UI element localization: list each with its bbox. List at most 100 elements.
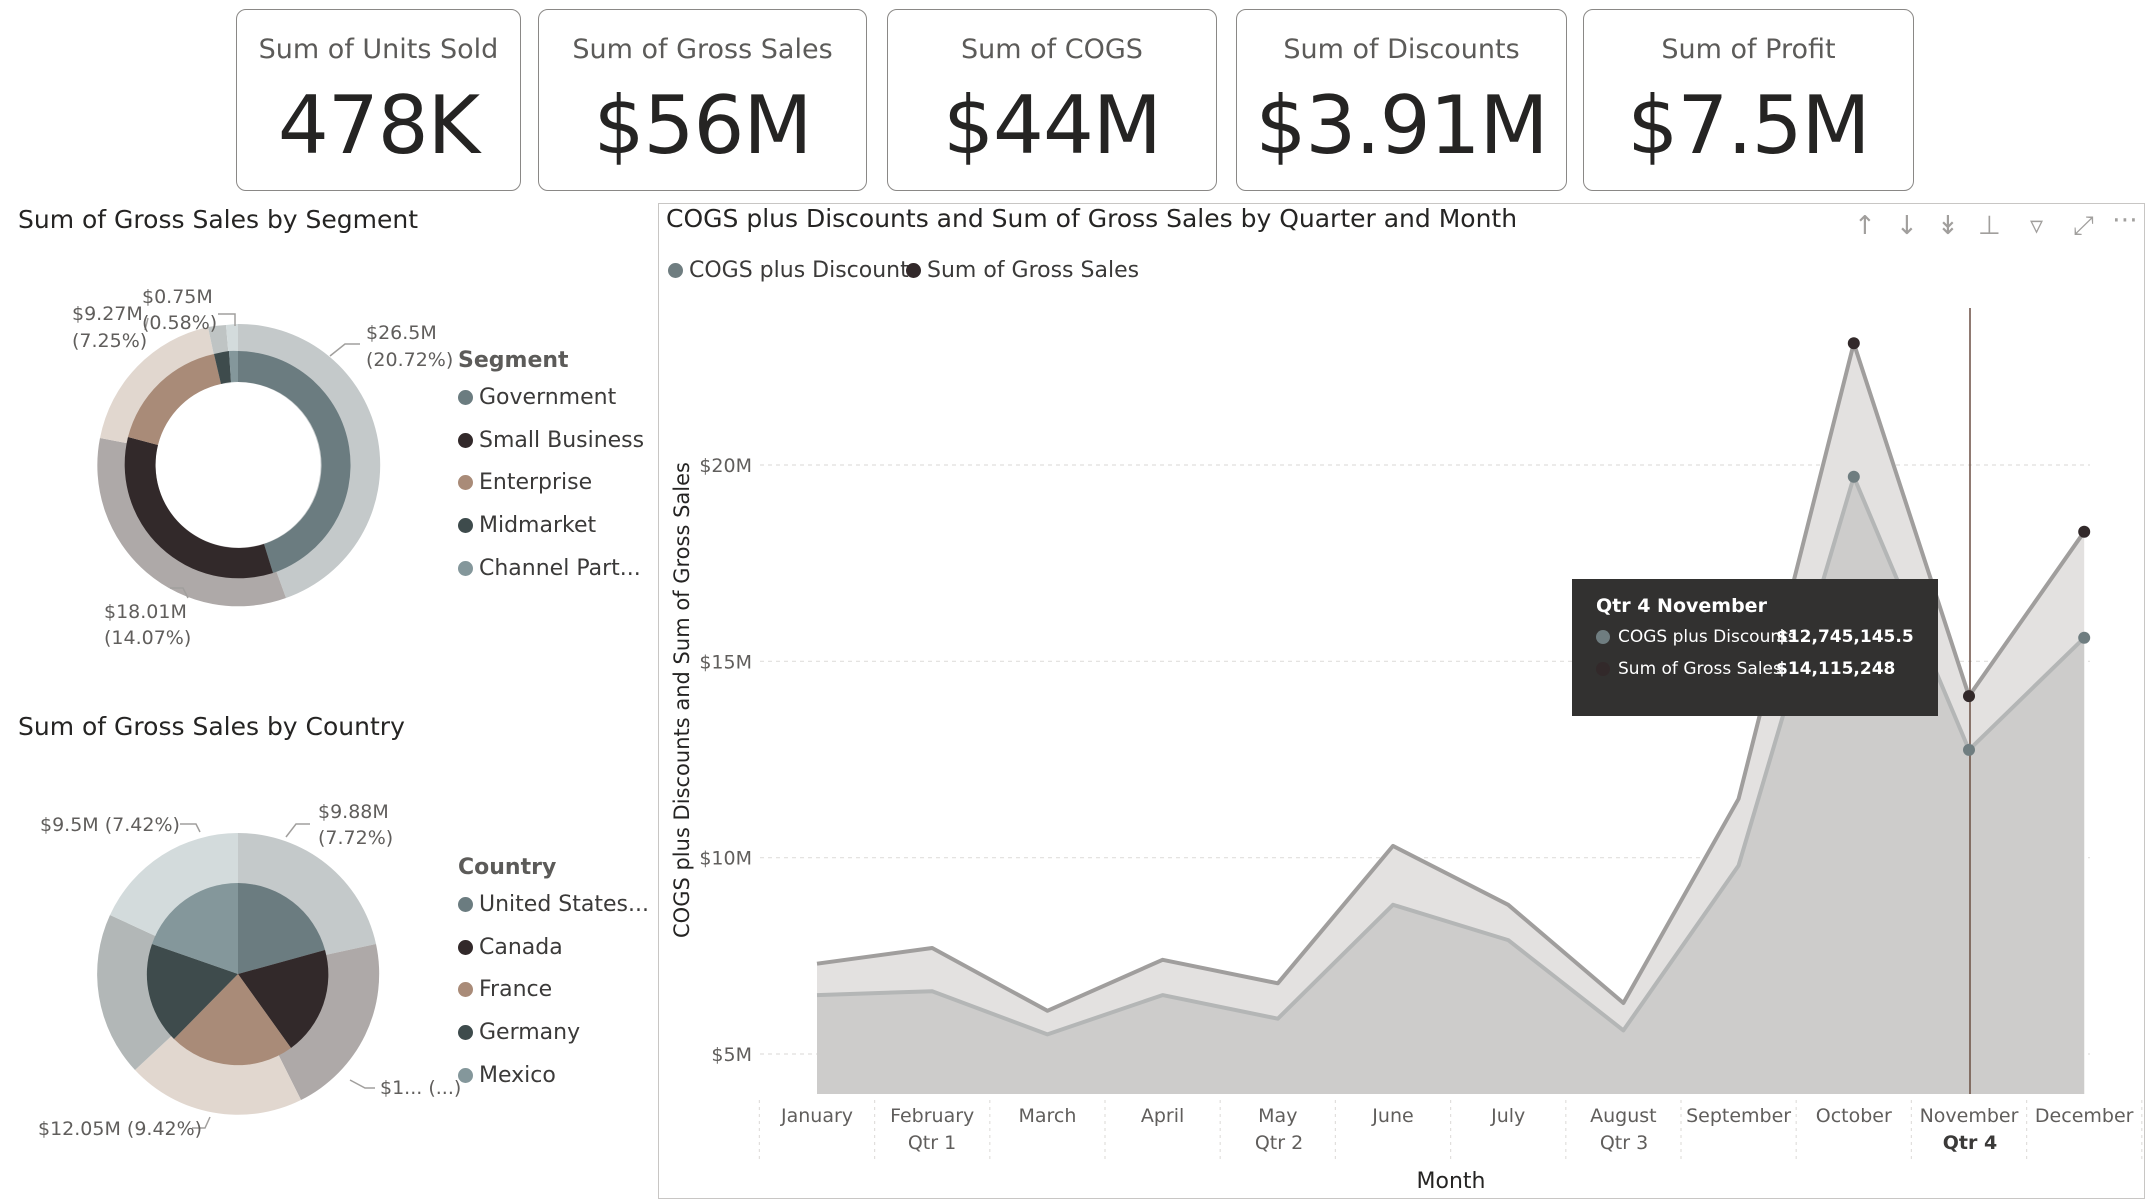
segment-legend-small-business[interactable]: Small Business [458,428,644,453]
expand-hierarchy-icon[interactable]: ⊥ [1978,211,2001,241]
tooltip-row-value: $14,115,248 [1776,659,1896,679]
segment-legend-channel[interactable]: Channel Part... [458,556,641,581]
kpi-card-discounts[interactable]: Sum of Discounts $3.91M [1236,9,1567,191]
kpi-label: Sum of Profit [1661,34,1836,65]
drill-down-icon[interactable]: ↓ [1896,211,1918,241]
leader-line-us [285,823,310,838]
segment-outer-government[interactable] [238,323,381,598]
country-legend-canada[interactable]: Canada [458,935,563,960]
segment-inner-enterprise[interactable] [128,354,221,445]
legend-label: Germany [479,1020,581,1045]
more-options-icon[interactable]: ⋯ [2112,205,2138,235]
legend-dot-icon [458,475,473,490]
leader-line-channel [218,313,236,326]
drill-up-icon[interactable]: ↑ [1854,211,1876,241]
country-inner-germany[interactable] [146,944,238,1039]
legend-label: Small Business [479,428,645,453]
main-legend-gross-sales[interactable]: Sum of Gross Sales [906,258,1139,283]
legend-dot-icon [458,982,473,997]
segment-label-government-value: $26.5M [366,322,437,344]
country-inner-canada[interactable] [238,950,329,1048]
legend-dot-icon [458,897,473,912]
kpi-card-profit[interactable]: Sum of Profit $7.5M [1583,9,1914,191]
quarter-label-q3: Qtr 3 [1600,1132,1648,1154]
country-legend-us[interactable]: United States... [458,892,649,917]
go-to-next-level-icon[interactable]: ↡ [1937,211,1959,241]
kpi-value: $44M [943,79,1162,172]
leader-line-government [329,343,360,357]
x-axis-title: Month [1417,1169,1486,1194]
kpi-label: Sum of Units Sold [258,34,499,65]
x-tick-label: March [1018,1105,1076,1127]
main-legend-cogs-plus-discounts[interactable]: COGS plus Discounts [668,258,920,283]
segment-label-channel-value: $0.75M [142,286,213,308]
segment-donut-chart[interactable]: $26.5M (20.72%) $9.27M (7.25%) $0.75M (0… [0,270,460,670]
point-cogs-plus-discounts [2078,631,2091,644]
kpi-card-gross-sales[interactable]: Sum of Gross Sales $56M [538,9,867,191]
country-inner-us[interactable] [238,883,325,974]
x-tick-label: June [1371,1105,1413,1127]
hover-tooltip: Qtr 4 November COGS plus Discounts $12,7… [1572,579,1938,716]
tooltip-row-label: COGS plus Discounts [1618,627,1797,647]
country-label-us-value: $9.88M [318,801,389,823]
country-legend-germany[interactable]: Germany [458,1020,580,1045]
country-label-canada: $1... (...) [380,1077,460,1099]
segment-chart-title: Sum of Gross Sales by Segment [18,205,419,234]
segment-label-small-business-pct: (14.07%) [104,627,191,649]
x-tick-label: July [1490,1105,1525,1127]
tooltip-dot-icon [1596,630,1610,644]
tooltip-row-cogs: COGS plus Discounts $12,745,145.5 [1596,627,1938,659]
kpi-value: $7.5M [1627,79,1870,172]
legend-label: Government [479,385,617,410]
leader-line-small-business [170,587,189,599]
legend-label: Channel Part... [479,556,641,581]
country-inner-mexico[interactable] [152,882,238,974]
segment-inner-small-business[interactable] [124,437,273,579]
kpi-card-cogs[interactable]: Sum of COGS $44M [887,9,1217,191]
y-tick-label: $10M [699,848,752,870]
segment-inner-government[interactable] [238,351,351,573]
legend-label: Enterprise [479,470,593,495]
country-inner-france[interactable] [174,974,291,1066]
kpi-card-units-sold[interactable]: Sum of Units Sold 478K [236,9,521,191]
x-tick-label: January [780,1105,853,1127]
x-tick-label: May [1258,1105,1297,1127]
country-pie-chart[interactable]: $9.88M (7.72%) $9.5M (7.42%) $1... (...)… [0,780,460,1160]
quarter-label-q1: Qtr 1 [908,1132,956,1154]
segment-label-channel-pct: (0.58%) [142,312,217,334]
main-chart-frame[interactable] [658,203,2145,1199]
point-gross-sales [2078,525,2091,538]
country-legend-france[interactable]: France [458,977,552,1002]
segment-legend-midmarket[interactable]: Midmarket [458,513,596,538]
quarter-label-q4: Qtr 4 [1943,1132,1997,1154]
segment-legend-government[interactable]: Government [458,385,616,410]
segment-inner-channel[interactable] [229,350,238,382]
filter-icon[interactable]: ▿ [2030,211,2044,241]
tooltip-row-label: Sum of Gross Sales [1618,659,1782,679]
point-cogs-plus-discounts [1963,743,1975,756]
tooltip-row-value: $12,745,145.5 [1776,627,1914,647]
focus-mode-icon[interactable]: ⤢ [2073,211,2094,241]
y-axis-title: COGS plus Discounts and Sum of Gross Sal… [670,462,694,938]
country-legend-mexico[interactable]: Mexico [458,1063,556,1088]
leader-line-canada [349,1079,375,1089]
legend-dot-icon [458,1025,473,1040]
segment-inner-midmarket[interactable] [214,351,231,384]
tooltip-title: Qtr 4 November [1596,595,1767,617]
legend-dot-icon [458,390,473,405]
segment-legend-title: Segment [458,348,569,373]
kpi-value: $3.91M [1255,79,1548,172]
leader-line-france [192,1116,211,1129]
kpi-value: $56M [593,79,813,172]
legend-label: Mexico [479,1063,556,1088]
country-label-france: $12.05M (9.42%) [38,1118,202,1140]
country-legend-title: Country [458,855,557,880]
legend-label: France [479,977,553,1002]
segment-label-enterprise-value: $9.27M [72,303,143,325]
segment-legend-enterprise[interactable]: Enterprise [458,470,592,495]
legend-dot-icon [668,263,683,278]
legend-dot-icon [458,1068,473,1083]
series-line-gross-sales [816,341,2086,1013]
point-gross-sales [1847,337,1860,350]
